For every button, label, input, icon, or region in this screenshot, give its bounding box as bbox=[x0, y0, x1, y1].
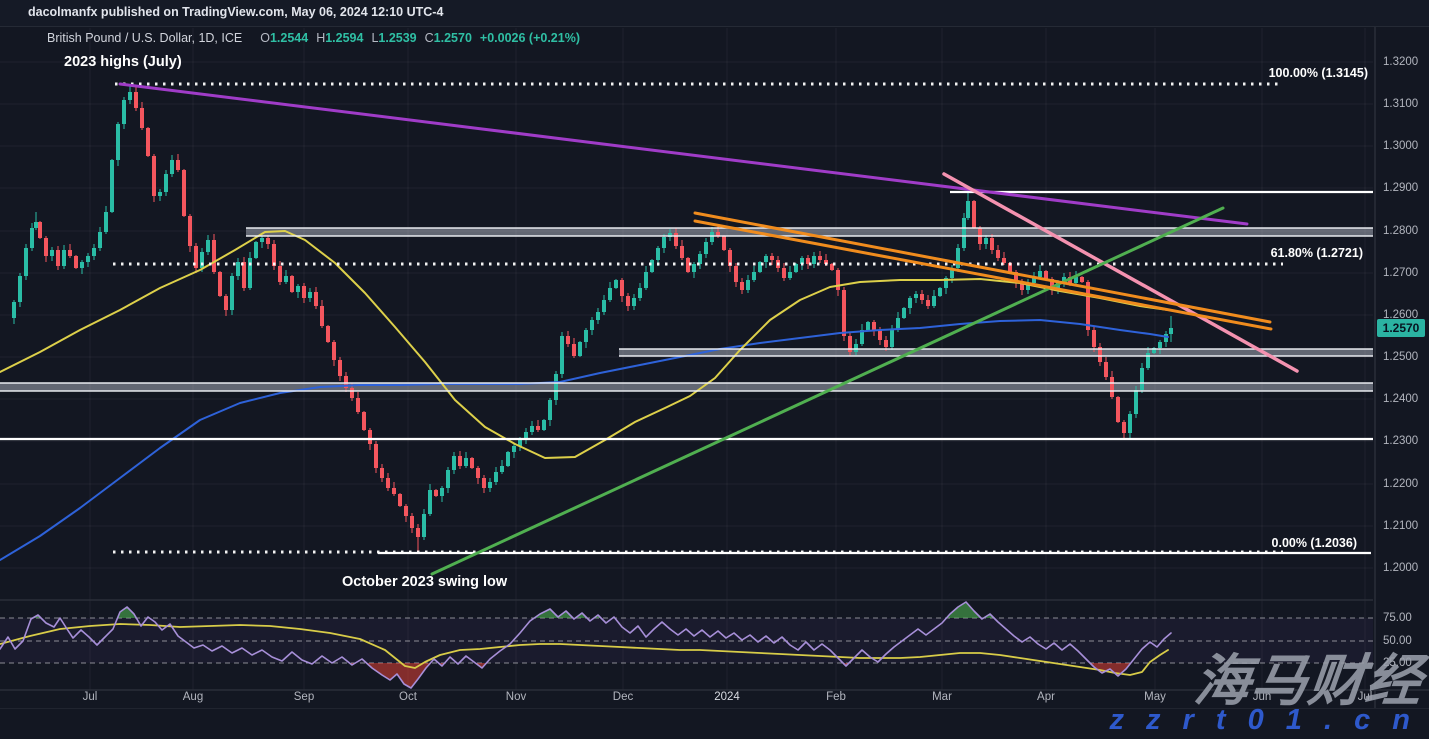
price-axis-label: 1.3200 bbox=[1383, 56, 1419, 68]
time-axis-label: Mar bbox=[932, 691, 952, 703]
rsi-axis-label: 75.00 bbox=[1383, 612, 1412, 624]
annotation-2023-highs: 2023 highs (July) bbox=[64, 54, 182, 70]
price-axis-label: 1.2000 bbox=[1383, 562, 1419, 574]
low-value: 1.2539 bbox=[378, 31, 417, 45]
symbol-title: British Pound / U.S. Dollar, 1D, ICE bbox=[47, 31, 243, 45]
footer-bar: TradingView bbox=[0, 708, 1429, 739]
fib-label-618: 61.80% (1.2721) bbox=[1270, 246, 1363, 260]
price-axis-label: 1.2600 bbox=[1383, 309, 1419, 321]
price-axis-label: 1.2100 bbox=[1383, 520, 1419, 532]
open-value: 1.2544 bbox=[269, 31, 309, 45]
time-axis-label: Jun bbox=[1252, 691, 1272, 703]
time-axis-label: Feb bbox=[826, 691, 846, 703]
time-axis-label: Jul bbox=[1357, 691, 1373, 703]
price-axis-label: 1.3000 bbox=[1383, 140, 1419, 152]
time-axis-label: Apr bbox=[1037, 691, 1055, 703]
rsi-axis-label: 50.00 bbox=[1383, 635, 1412, 647]
symbol-legend[interactable]: British Pound / U.S. Dollar, 1D, ICE O1.2… bbox=[47, 31, 580, 45]
time-axis-label: Oct bbox=[399, 691, 417, 703]
price-axis-label: 1.3100 bbox=[1383, 98, 1419, 110]
time-axis-label: Jul bbox=[82, 691, 98, 703]
close-value: 1.2570 bbox=[433, 31, 472, 45]
open-label: O bbox=[260, 31, 270, 45]
fib-label-100: 100.00% (1.3145) bbox=[1268, 66, 1368, 80]
price-axis-label: 1.2900 bbox=[1383, 182, 1419, 194]
last-price-badge: 1.2570 bbox=[1377, 319, 1425, 337]
high-label: H bbox=[316, 31, 326, 45]
publish-bar: dacolmanfx published on TradingView.com,… bbox=[0, 0, 1429, 27]
time-axis-label: 2024 bbox=[714, 691, 740, 703]
high-value: 1.2594 bbox=[325, 31, 364, 45]
watermark-url: z z r t 0 1 . c n bbox=[1109, 704, 1417, 736]
price-axis-label: 1.2800 bbox=[1383, 225, 1419, 237]
price-axis-label: 1.2500 bbox=[1383, 351, 1419, 363]
price-axis-label: 1.2700 bbox=[1383, 267, 1419, 279]
price-axis-label: 1.2200 bbox=[1383, 478, 1419, 490]
time-axis-label: Nov bbox=[505, 691, 527, 703]
price-axis-label: 1.2400 bbox=[1383, 393, 1419, 405]
change-value: +0.0026 (+0.21%) bbox=[479, 31, 580, 45]
close-label: C bbox=[424, 31, 434, 45]
annotation-october-low: October 2023 swing low bbox=[342, 574, 508, 590]
time-axis-label: Dec bbox=[612, 691, 634, 703]
time-axis-label: Sep bbox=[293, 691, 315, 703]
fib-label-0: 0.00% (1.2036) bbox=[1271, 536, 1357, 550]
time-axis-label: Aug bbox=[182, 691, 204, 703]
publish-info: dacolmanfx published on TradingView.com,… bbox=[28, 5, 444, 19]
low-label: L bbox=[371, 31, 379, 45]
rsi-axis-label: 25.00 bbox=[1383, 657, 1412, 669]
time-axis-label: May bbox=[1144, 691, 1166, 703]
price-axis-label: 1.2300 bbox=[1383, 435, 1419, 447]
